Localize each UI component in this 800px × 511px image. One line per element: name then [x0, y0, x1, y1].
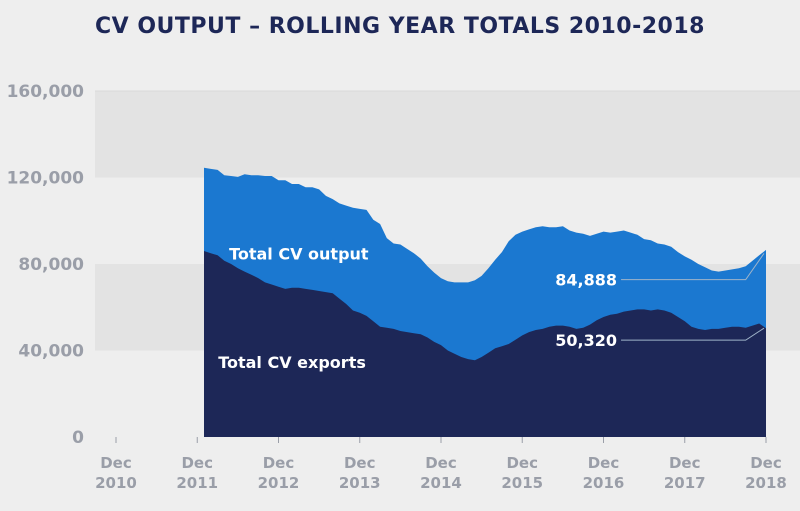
- x-tick-label-month: Dec: [100, 454, 132, 472]
- x-tick-label-year: 2013: [339, 474, 381, 492]
- annotation-leader-line: [621, 253, 765, 281]
- x-tick-label-year: 2018: [745, 474, 787, 492]
- x-axis: Dec 2010 Dec 2011 Dec 2012 Dec 2013 Dec 2014 Dec 20…: [95, 437, 787, 492]
- y-tick-label: 0: [72, 428, 84, 448]
- annotations: 84,888 50,320: [555, 253, 765, 350]
- y-tick-label: 80,000: [18, 255, 84, 275]
- x-tick-label-month: Dec: [750, 454, 782, 472]
- annotation-label: 50,320: [555, 331, 617, 350]
- x-tick-label-month: Dec: [669, 454, 701, 472]
- x-tick-label-month: Dec: [263, 454, 295, 472]
- x-tick-label-year: 2014: [420, 474, 462, 492]
- y-tick-label: 40,000: [18, 342, 84, 362]
- y-tick-label: 160,000: [7, 82, 85, 102]
- x-tick-label-month: Dec: [588, 454, 620, 472]
- x-tick-label-year: 2017: [664, 474, 706, 492]
- x-tick-label-year: 2015: [501, 474, 543, 492]
- annotation-leader-line: [621, 327, 765, 341]
- x-tick-label-month: Dec: [506, 454, 538, 472]
- x-tick-label-month: Dec: [181, 454, 213, 472]
- y-tick-label: 120,000: [7, 169, 85, 189]
- grid-band: [95, 91, 800, 178]
- series-labels: Total CV output Total CV exports: [218, 245, 369, 372]
- x-tick-label-year: 2012: [258, 474, 300, 492]
- series-label: Total CV exports: [218, 353, 366, 372]
- x-tick-label-month: Dec: [425, 454, 457, 472]
- annotation-label: 84,888: [555, 271, 617, 290]
- x-tick-label-month: Dec: [344, 454, 376, 472]
- series-area-total-cv-exports: [204, 251, 766, 437]
- x-tick-label-year: 2016: [583, 474, 625, 492]
- chart-title: CV OUTPUT – ROLLING YEAR TOTALS 2010-201…: [95, 14, 705, 39]
- y-axis: 0 40,000 80,000 120,000 160,000: [7, 82, 85, 448]
- x-tick-label-year: 2010: [95, 474, 137, 492]
- grid-band: [95, 177, 800, 264]
- x-tick-label-year: 2011: [176, 474, 218, 492]
- series-label: Total CV output: [229, 245, 369, 264]
